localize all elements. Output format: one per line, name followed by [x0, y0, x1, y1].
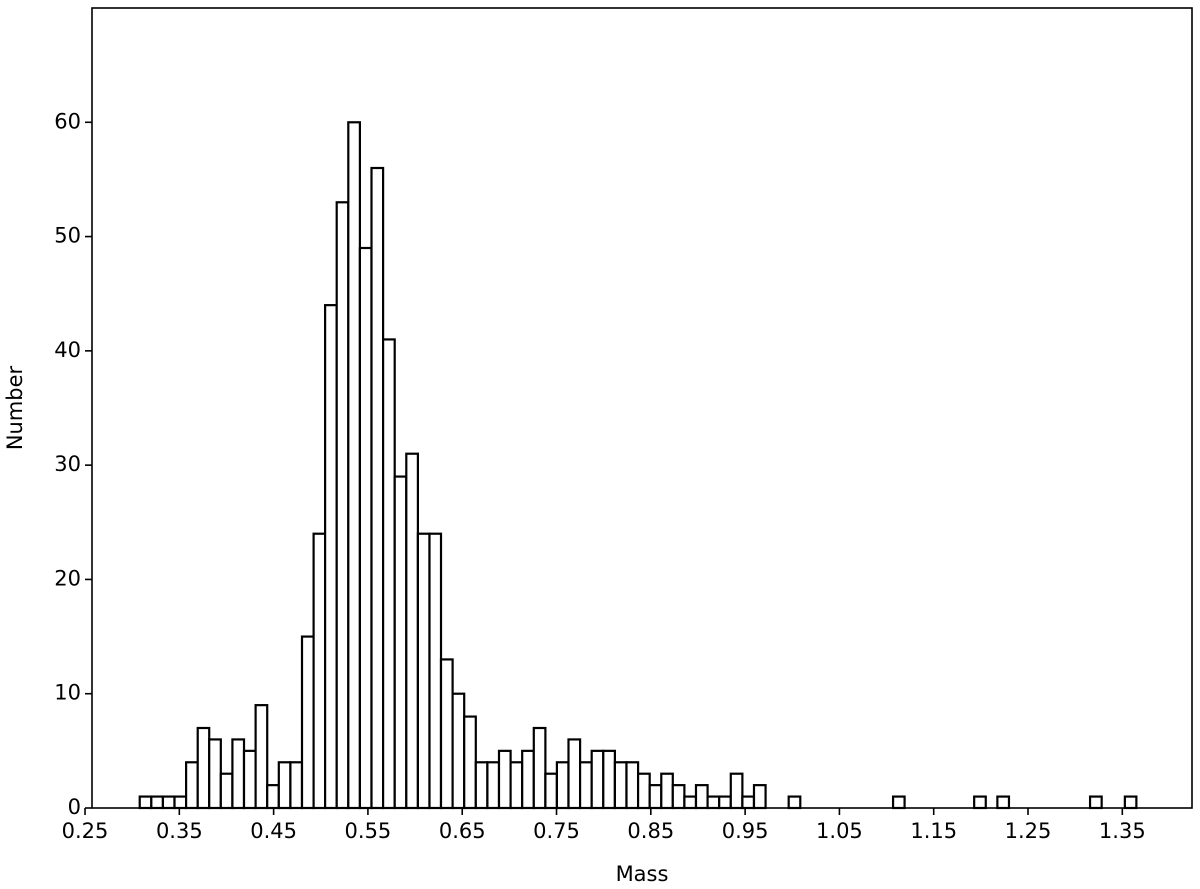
bar: [718, 795, 732, 810]
bar: [138, 795, 153, 810]
y-tick-label: 10: [54, 681, 81, 705]
bar: [439, 658, 454, 810]
bar: [393, 475, 408, 810]
bar: [289, 761, 304, 810]
y-tick-label: 30: [54, 452, 81, 476]
bar: [683, 795, 698, 810]
x-tick-label: 1.25: [1005, 819, 1052, 843]
bar: [150, 795, 165, 810]
bar: [567, 738, 582, 810]
bar: [602, 749, 616, 810]
bar: [254, 704, 269, 810]
bar: [671, 784, 686, 810]
x-tick-label: 0.85: [627, 819, 674, 843]
bar: [173, 795, 188, 810]
bar: [219, 772, 234, 810]
y-tick-label: 40: [54, 338, 81, 362]
x-tick-label: 0.95: [722, 819, 769, 843]
x-tick-label: 0.55: [345, 819, 392, 843]
plot-frame: [91, 7, 1193, 809]
y-tick-label: 60: [54, 109, 81, 133]
bar: [428, 532, 443, 810]
bar: [266, 784, 280, 810]
x-tick-label: 1.05: [816, 819, 863, 843]
bar: [625, 761, 640, 810]
bar: [532, 726, 547, 810]
bar: [231, 738, 246, 810]
bar: [996, 795, 1011, 810]
bar: [312, 532, 327, 810]
x-axis-label: Mass: [616, 862, 669, 886]
bar: [370, 166, 385, 810]
y-tick-label: 50: [54, 224, 81, 248]
x-tick-label: 1.15: [910, 819, 957, 843]
bar: [497, 749, 512, 810]
bar: [405, 452, 419, 810]
bar: [185, 761, 199, 810]
bar: [161, 795, 176, 810]
x-tick-label: 0.45: [250, 819, 297, 843]
bar: [486, 761, 501, 810]
bar: [242, 749, 257, 810]
y-tick-label: 0: [68, 795, 81, 819]
bar: [1123, 795, 1138, 810]
bar: [891, 795, 906, 810]
y-tick-label: 20: [54, 566, 81, 590]
bar: [382, 338, 396, 810]
bar: [660, 772, 674, 810]
bar: [752, 784, 767, 810]
bar: [521, 749, 535, 810]
bar: [347, 121, 362, 810]
bar: [1088, 795, 1103, 810]
x-tick-label: 0.65: [439, 819, 486, 843]
x-tick-label: 0.75: [533, 819, 580, 843]
bar: [509, 761, 524, 810]
bar: [463, 715, 477, 810]
bar: [973, 795, 987, 810]
bar: [648, 784, 663, 810]
bar: [451, 692, 466, 810]
bar: [416, 532, 431, 810]
bar: [208, 738, 222, 810]
bar: [787, 795, 802, 810]
bar: [741, 795, 756, 810]
bar: [694, 784, 709, 810]
bar: [300, 635, 315, 810]
bar: [335, 201, 350, 810]
x-tick-label: 1.35: [1099, 819, 1146, 843]
bar: [578, 761, 593, 810]
bar: [636, 772, 651, 810]
bar: [277, 761, 292, 810]
bar: [590, 749, 605, 810]
bar: [544, 772, 558, 810]
bar: [729, 772, 744, 810]
x-tick-label: 0.35: [156, 819, 203, 843]
x-tick-label: 0.25: [62, 819, 109, 843]
bar: [613, 761, 628, 810]
bar: [324, 304, 338, 810]
bar: [555, 761, 570, 810]
bar: [358, 246, 373, 810]
bar: [474, 761, 489, 810]
bar: [196, 726, 211, 810]
y-axis-label: Number: [3, 365, 27, 450]
bar: [706, 795, 721, 810]
